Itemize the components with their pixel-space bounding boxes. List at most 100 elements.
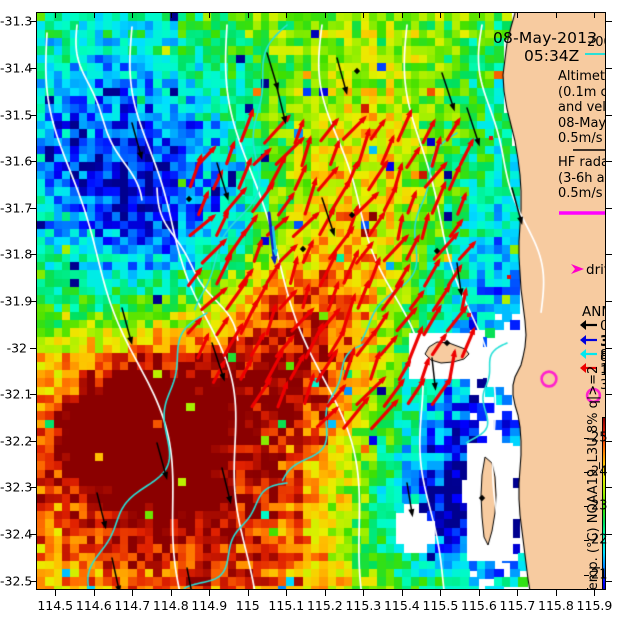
y-tick-right xyxy=(605,534,612,536)
y-tick-label: -31.9 xyxy=(0,293,33,309)
x-tick-label: 115.3 xyxy=(345,598,382,613)
x-tick-top xyxy=(594,12,596,18)
colorbar-tick xyxy=(584,574,589,576)
drifter-legend-arrow xyxy=(571,264,584,274)
y-tick xyxy=(30,254,37,256)
colorbar-tick-label: 23 xyxy=(591,498,608,514)
x-tick-top xyxy=(93,12,95,18)
anmn-label-0-30m: 0-30m xyxy=(600,318,605,350)
y-tick-label: -31.7 xyxy=(0,200,33,216)
x-tick-label: 115.4 xyxy=(383,598,420,613)
x-tick xyxy=(478,590,480,596)
x-tick xyxy=(440,590,442,596)
title-time: 05:34Z xyxy=(524,47,580,65)
x-tick-label: 114.7 xyxy=(114,598,151,613)
y-tick xyxy=(30,161,37,163)
x-tick-top xyxy=(401,12,403,18)
x-tick-label: 115 xyxy=(235,598,260,613)
colorbar-tick xyxy=(584,540,589,542)
y-tick-right xyxy=(605,301,612,302)
x-tick-top xyxy=(324,12,326,18)
colorbar-gradient xyxy=(603,418,605,589)
y-tick xyxy=(30,114,37,116)
x-tick-top xyxy=(209,12,211,18)
y-tick-right xyxy=(605,580,612,582)
y-tick xyxy=(30,301,37,302)
x-tick xyxy=(517,590,519,596)
y-tick-label: -32.5 xyxy=(0,573,33,589)
y-tick-right xyxy=(605,347,612,349)
anmn-label-30-80m: 30-80m xyxy=(600,333,605,365)
overlay-vectors-layer xyxy=(37,13,605,589)
x-tick xyxy=(93,590,95,596)
y-tick-right xyxy=(605,161,612,163)
argo-legend-circle xyxy=(585,387,602,404)
x-tick-top xyxy=(247,12,249,18)
y-tick xyxy=(30,21,37,23)
anmn-legend-header: ANMN 12h av. xyxy=(582,304,605,320)
y-tick-right xyxy=(605,207,612,209)
x-tick-label: 114.5 xyxy=(37,598,74,613)
bathy-legend-line xyxy=(585,53,605,55)
y-tick xyxy=(30,394,37,396)
x-tick-top xyxy=(132,12,134,18)
y-tick-right xyxy=(605,67,612,69)
anmn-arrow-150-300m xyxy=(580,363,597,373)
x-tick-top xyxy=(363,12,365,18)
y-tick-label: -32.1 xyxy=(0,386,33,402)
hf-radar-reference-arrow xyxy=(559,211,605,215)
y-tick-label: -32.3 xyxy=(0,479,33,495)
x-tick-label: 114.8 xyxy=(152,598,189,613)
title-date: 08-May-2013 xyxy=(493,29,598,47)
colorbar-tick-label: 24 xyxy=(591,464,608,480)
y-tick xyxy=(30,67,37,69)
y-tick xyxy=(30,347,37,349)
x-tick xyxy=(209,590,211,596)
x-tick xyxy=(324,590,326,596)
x-tick-label: 114.9 xyxy=(191,598,228,613)
colorbar-tick xyxy=(584,471,589,473)
x-tick-top xyxy=(170,12,172,18)
colorbar-tick xyxy=(584,437,589,439)
x-tick-label: 115.5 xyxy=(422,598,459,613)
x-tick xyxy=(247,590,249,596)
x-tick-label: 115.7 xyxy=(499,598,536,613)
x-tick xyxy=(401,590,403,596)
colorbar-tick xyxy=(584,506,589,508)
x-tick-label: 115.9 xyxy=(576,598,613,613)
y-tick-label: -31.4 xyxy=(0,60,33,76)
drifter-legend-label: drifter xyxy=(586,262,605,278)
anmn-arrow-80-150m xyxy=(580,349,597,359)
y-tick-right xyxy=(605,21,612,23)
x-tick xyxy=(286,590,288,596)
y-tick-label: -31.3 xyxy=(0,13,33,29)
x-tick-label: 115.6 xyxy=(460,598,497,613)
bathy-label-200: 200 xyxy=(587,35,605,50)
x-tick-top xyxy=(55,12,57,18)
colorbar-tick-label: 22 xyxy=(591,532,608,548)
x-tick-label: 115.8 xyxy=(538,598,574,613)
y-tick-right xyxy=(605,114,612,116)
y-tick xyxy=(30,580,37,582)
y-tick-label: -31.5 xyxy=(0,107,33,123)
x-tick xyxy=(363,590,365,596)
y-tick-label: -32.4 xyxy=(0,526,33,542)
y-tick-label: -31.6 xyxy=(0,153,33,169)
y-tick xyxy=(30,440,37,442)
x-tick-top xyxy=(555,12,557,18)
x-tick-label: 115.2 xyxy=(306,598,343,613)
colorbar-tick-label: 21 xyxy=(591,567,608,583)
x-tick xyxy=(555,590,557,596)
y-tick xyxy=(30,534,37,536)
anmn-label-150-300m: 150-300m xyxy=(600,361,605,393)
map-plot-area[interactable]: 08-May-2013 05:34Z 200 1000m Altimetric … xyxy=(36,12,606,590)
x-tick-label: 114.6 xyxy=(75,598,112,613)
x-tick xyxy=(170,590,172,596)
altimetry-legend-text: Altimetric sealevel(0.1m contours)and ve… xyxy=(558,69,606,146)
x-tick xyxy=(132,590,134,596)
hf-radar-legend-text: HF radar velocity(3-6h avg)noQC0.5m/s (1… xyxy=(558,155,605,201)
x-tick xyxy=(55,590,57,596)
x-tick-top xyxy=(440,12,442,18)
colorbar-tick-label: 25 xyxy=(591,430,608,446)
colorbar xyxy=(602,417,605,589)
